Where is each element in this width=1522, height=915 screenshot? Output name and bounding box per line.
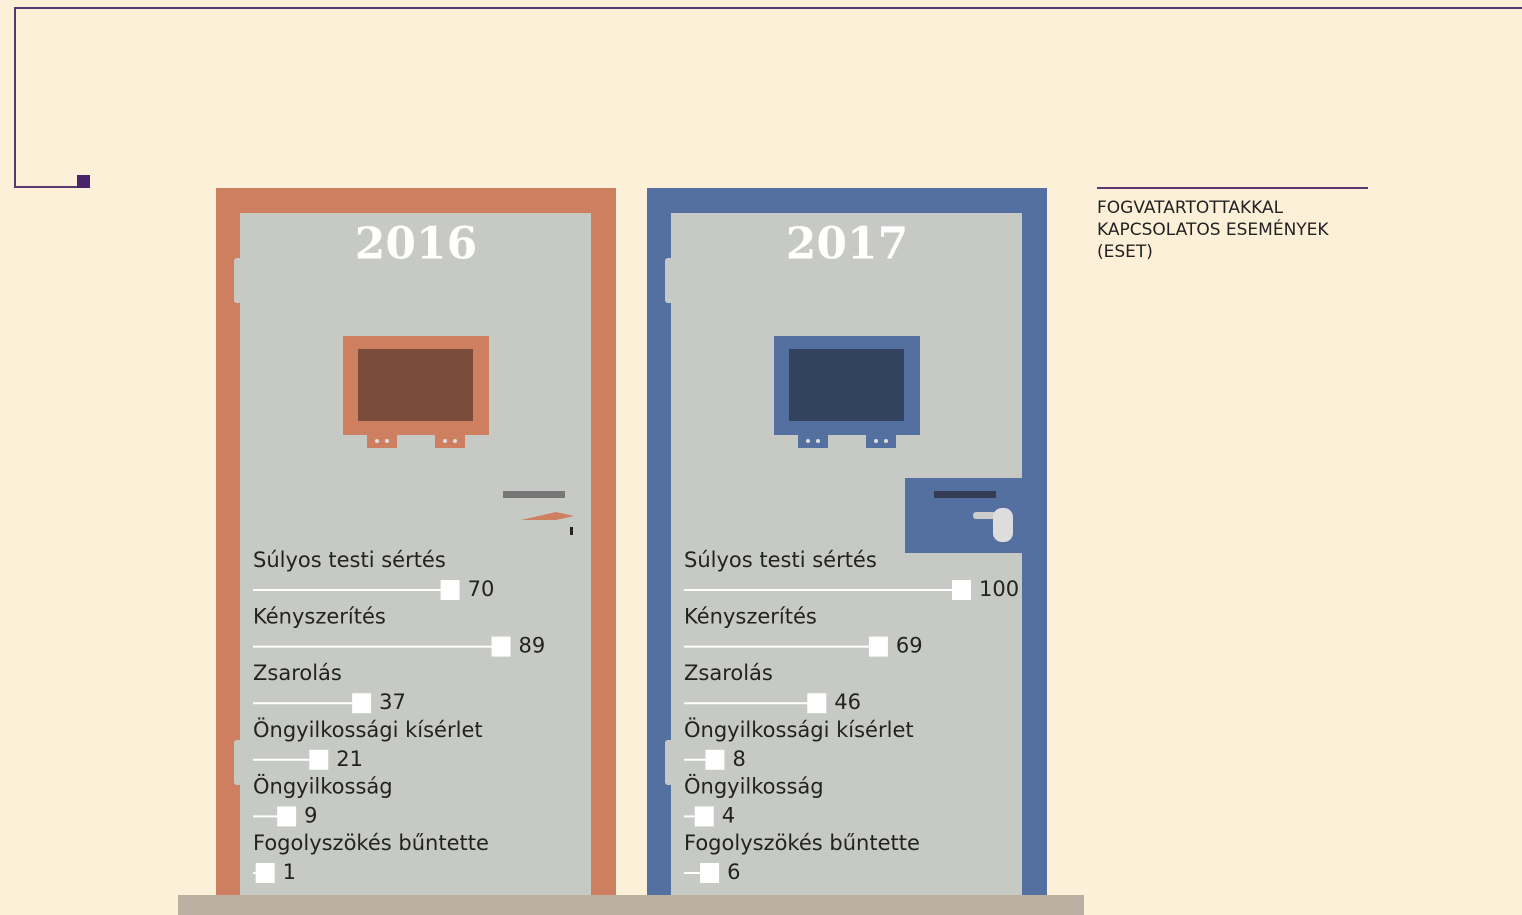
chart: 2016Súlyos testi sértés70Kényszerítés89Z… [0, 0, 1522, 915]
category-label: Kényszerítés [253, 605, 386, 629]
value-label: 70 [468, 577, 495, 601]
bar-knob [807, 693, 826, 713]
page: 2016Súlyos testi sértés70Kényszerítés89Z… [0, 0, 1522, 915]
rivet [884, 439, 888, 443]
bar-knob [705, 750, 724, 770]
category-label: Zsarolás [684, 661, 773, 685]
keyhole [570, 527, 573, 535]
bar-knob [277, 806, 296, 826]
value-label: 4 [722, 803, 735, 827]
bar-knob [309, 750, 328, 770]
value-label: 69 [896, 634, 923, 658]
hinge [234, 258, 242, 303]
bar [253, 863, 275, 883]
hinge [665, 258, 673, 303]
value-label: 21 [336, 747, 363, 771]
handle-rose [993, 508, 1013, 542]
panel-title: 2017 [786, 219, 908, 270]
bar-knob [492, 637, 511, 657]
window-bracket [367, 435, 397, 448]
value-label: 1 [283, 860, 296, 884]
side-title: FOGVATARTOTTAKKAL KAPCSOLATOS ESEMÉNYEK … [1097, 187, 1368, 263]
frame-line [15, 8, 1522, 187]
panel-title: 2016 [355, 219, 477, 270]
floor [178, 895, 1084, 915]
slot [934, 491, 996, 498]
category-label: Öngyilkossági kísérlet [684, 717, 914, 742]
value-label: 8 [732, 747, 745, 771]
value-label: 9 [304, 803, 317, 827]
window-bracket [866, 435, 896, 448]
value-label: 6 [727, 860, 740, 884]
category-label: Fogolyszökés bűntette [684, 831, 920, 855]
rivet [874, 439, 878, 443]
category-label: Öngyilkosság [684, 773, 824, 798]
bar-knob [695, 806, 714, 826]
window-glass [358, 349, 473, 421]
value-label: 37 [379, 690, 406, 714]
category-label: Súlyos testi sértés [253, 548, 446, 572]
rivet [443, 439, 447, 443]
frame-square [77, 175, 90, 188]
category-label: Súlyos testi sértés [684, 548, 877, 572]
bar-knob [256, 863, 275, 883]
category-label: Kényszerítés [684, 605, 817, 629]
rivet [453, 439, 457, 443]
rivet [816, 439, 820, 443]
rivet [806, 439, 810, 443]
value-label: 46 [834, 690, 861, 714]
rivet [375, 439, 379, 443]
window-glass [789, 349, 904, 421]
category-label: Fogolyszökés bűntette [253, 831, 489, 855]
category-label: Öngyilkosság [253, 773, 393, 798]
bar-knob [352, 693, 371, 713]
window-bracket [435, 435, 465, 448]
slot [503, 491, 565, 498]
bar-knob [869, 637, 888, 657]
bar-knob [952, 580, 971, 600]
bar-knob [441, 580, 460, 600]
category-label: Zsarolás [253, 661, 342, 685]
hinge [665, 740, 673, 785]
window-bracket [798, 435, 828, 448]
value-label: 100 [979, 577, 1019, 601]
value-label: 89 [519, 634, 546, 658]
category-label: Öngyilkossági kísérlet [253, 717, 483, 742]
bar-knob [700, 863, 719, 883]
rivet [385, 439, 389, 443]
hinge [234, 740, 242, 785]
